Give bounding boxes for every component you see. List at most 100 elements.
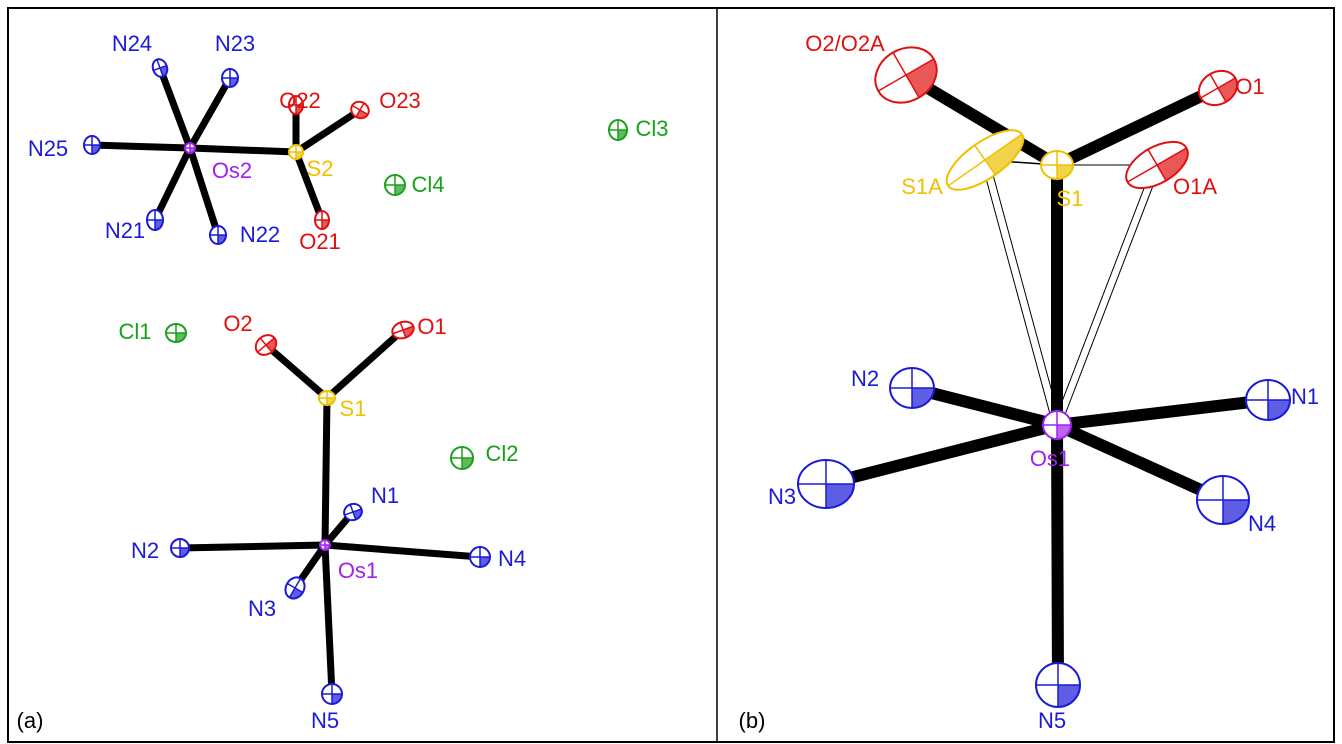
atom bbox=[1041, 151, 1073, 179]
atom bbox=[322, 684, 342, 704]
bond bbox=[327, 330, 403, 398]
bond bbox=[190, 148, 296, 152]
octant-shading bbox=[1057, 165, 1073, 179]
atom bbox=[451, 447, 473, 469]
bond bbox=[266, 345, 327, 398]
octant-shading bbox=[1268, 400, 1290, 420]
atom bbox=[289, 145, 303, 159]
atom-label: Cl2 bbox=[485, 441, 518, 466]
atom-label: Os1 bbox=[338, 558, 378, 583]
atom bbox=[609, 120, 627, 140]
bond bbox=[155, 148, 190, 220]
atom bbox=[147, 210, 163, 230]
page: {"panels": [ {"label": "(a)", "atoms": [… bbox=[0, 0, 1342, 744]
octant-shading bbox=[1058, 685, 1080, 707]
atom-label: N24 bbox=[112, 31, 152, 56]
atom bbox=[185, 143, 195, 153]
atom bbox=[315, 211, 329, 229]
atom-label: S1 bbox=[1057, 186, 1084, 211]
octant-shading bbox=[912, 388, 934, 408]
octant-shading bbox=[325, 545, 330, 550]
atom-label: S1 bbox=[340, 396, 367, 421]
octant-shading bbox=[462, 458, 473, 469]
bond bbox=[296, 110, 360, 152]
bond bbox=[160, 68, 190, 148]
bond bbox=[180, 545, 325, 548]
atom-label: Cl1 bbox=[118, 319, 151, 344]
atom bbox=[1197, 476, 1249, 524]
panel-a: N24 N23 N25 Os2 S2 O22 O23 O21 N21 N22 Cl3 Cl4 Cl1 O2… bbox=[17, 31, 669, 733]
atom-label: S1A bbox=[901, 174, 943, 199]
bond bbox=[1057, 400, 1268, 425]
atom bbox=[171, 539, 189, 557]
atom-label: N3 bbox=[248, 596, 276, 621]
atom-label: N2 bbox=[851, 366, 879, 391]
atom-label: O1A bbox=[1173, 174, 1217, 199]
atom bbox=[166, 324, 186, 342]
panel-label: (b) bbox=[739, 708, 766, 733]
atom-label: N4 bbox=[1248, 511, 1276, 536]
octant-shading bbox=[618, 130, 627, 140]
atom-label: N2 bbox=[131, 538, 159, 563]
bond bbox=[325, 545, 332, 694]
octant-shading bbox=[176, 333, 186, 342]
octant-shading bbox=[180, 548, 189, 557]
atom bbox=[150, 57, 169, 79]
atom-label: O2 bbox=[223, 311, 252, 336]
atom bbox=[319, 391, 335, 405]
atom-label: O23 bbox=[379, 88, 421, 113]
atom bbox=[890, 368, 934, 408]
figure: N24 N23 N25 Os2 S2 O22 O23 O21 N21 N22 Cl3 Cl4 Cl1 O2… bbox=[0, 0, 1342, 744]
atom bbox=[1043, 411, 1071, 439]
octant-shading bbox=[327, 398, 335, 405]
atom-label: N3 bbox=[768, 484, 796, 509]
bond bbox=[826, 425, 1057, 484]
thin-bond bbox=[989, 160, 1061, 425]
thin-bond bbox=[981, 160, 1053, 425]
octant-shading bbox=[155, 220, 163, 230]
atom-label: N23 bbox=[215, 31, 255, 56]
bond bbox=[190, 78, 230, 148]
atom bbox=[798, 460, 854, 508]
atom-label: N1 bbox=[1291, 384, 1319, 409]
bond bbox=[325, 398, 327, 545]
atom-label: N1 bbox=[371, 483, 399, 508]
atom-label: Cl4 bbox=[411, 172, 444, 197]
atom bbox=[210, 226, 226, 244]
atom-label: S2 bbox=[307, 156, 334, 181]
atom-label: N25 bbox=[28, 136, 68, 161]
atom bbox=[222, 69, 238, 87]
atom bbox=[385, 175, 405, 195]
atom bbox=[1036, 663, 1080, 707]
atom-label: N22 bbox=[240, 222, 280, 247]
octant-shading bbox=[1223, 500, 1249, 524]
atom bbox=[320, 540, 330, 550]
atom bbox=[84, 136, 100, 154]
atom bbox=[1246, 380, 1290, 420]
atom-label: Os2 bbox=[212, 158, 252, 183]
bond bbox=[92, 145, 190, 148]
panel-label: (a) bbox=[17, 708, 44, 733]
octant-shading bbox=[92, 145, 100, 154]
bond bbox=[325, 545, 480, 557]
atom bbox=[938, 119, 1032, 200]
atom-label: O21 bbox=[299, 229, 341, 254]
octant-shading bbox=[230, 78, 238, 87]
atom-label: N4 bbox=[498, 546, 526, 571]
octant-shading bbox=[480, 557, 490, 567]
bond bbox=[1057, 425, 1223, 500]
atom-label: Os1 bbox=[1030, 446, 1070, 471]
octant-shading bbox=[395, 185, 405, 195]
atom-label: N5 bbox=[311, 708, 339, 733]
atom-label: N21 bbox=[105, 218, 145, 243]
atom-label: O22 bbox=[279, 88, 321, 113]
octant-shading bbox=[322, 220, 329, 229]
atom bbox=[470, 547, 490, 567]
atom-label: O1 bbox=[1235, 74, 1264, 99]
atom-label: Cl3 bbox=[635, 116, 668, 141]
octant-shading bbox=[218, 235, 226, 244]
bond bbox=[1057, 88, 1218, 165]
atom-label: N5 bbox=[1038, 708, 1066, 733]
atom-label: O1 bbox=[417, 314, 446, 339]
